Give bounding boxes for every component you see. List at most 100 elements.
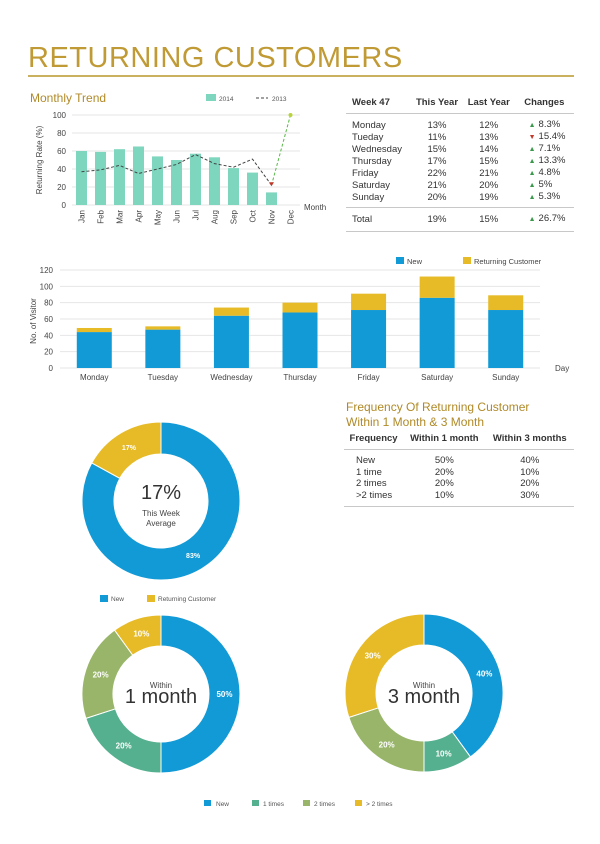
bar-new bbox=[351, 310, 387, 368]
x-tick-label: Sunday bbox=[492, 373, 519, 382]
row-change: ▲ 8.3% bbox=[515, 114, 574, 132]
row-day: Thursday bbox=[352, 155, 392, 167]
slice-label: 20% bbox=[379, 740, 395, 749]
visitor-chart-bars bbox=[76, 276, 524, 368]
legend-2014-swatch bbox=[206, 94, 216, 101]
x-tick-label: Mar bbox=[116, 210, 125, 224]
legend-1-times-swatch bbox=[252, 800, 259, 806]
arrow-down-icon: ▼ bbox=[528, 134, 536, 141]
row-change-value: 8.3% bbox=[538, 119, 561, 130]
arrow-up-icon: ▲ bbox=[528, 182, 536, 189]
x-tick-label: Tuesday bbox=[148, 373, 178, 382]
slice-label: 17% bbox=[122, 445, 137, 452]
weekly-returning-donut: 83% 17% 17% This Week Average New Returni… bbox=[81, 421, 241, 603]
bar-new bbox=[76, 332, 112, 368]
table-row: Sunday 20% 19% ▲ 5.3% bbox=[346, 191, 574, 208]
slice-label: 40% bbox=[476, 669, 492, 678]
visitor-chart-y-label: No. of Visitor bbox=[29, 298, 38, 344]
line-2013-end-point bbox=[288, 113, 293, 117]
x-tick-label: Nov bbox=[268, 210, 277, 224]
row-day: Monday bbox=[352, 119, 386, 131]
bar-new bbox=[282, 312, 318, 368]
row-change: ▼ 15.4% bbox=[515, 131, 574, 143]
bar-2014 bbox=[171, 160, 182, 205]
visitor-stacked-chart: 0 20 40 60 80 100 120 Monday Tuesday Wednesday Th… bbox=[29, 257, 569, 382]
three-month-center-small: Within bbox=[413, 681, 435, 690]
title-divider bbox=[28, 75, 574, 77]
row-frequency: >2 times bbox=[344, 489, 404, 507]
table-row: Monday 13% 12% ▲ 8.3% bbox=[346, 114, 574, 132]
y-tick-label: 0 bbox=[62, 201, 67, 210]
row-within-1-month: 20% bbox=[434, 478, 454, 489]
row-this-year: 13% bbox=[427, 119, 447, 131]
y-tick-label: 40 bbox=[57, 165, 66, 174]
table-header-row: Week 47 This Year Last Year Changes bbox=[346, 94, 574, 114]
three-month-donut-slices: 40% 10% 20% 30% bbox=[344, 613, 504, 773]
col-header-last-year: Last Year bbox=[462, 94, 515, 114]
y-tick-label: 80 bbox=[44, 299, 53, 308]
table-row: >2 times 10% 30% bbox=[344, 489, 574, 507]
legend-returning-label: Returning Customer bbox=[158, 596, 217, 603]
bar-2014 bbox=[228, 168, 239, 205]
donut-slice bbox=[344, 613, 425, 719]
col-header-changes: Changes bbox=[514, 94, 574, 114]
table-row: New 50% 40% bbox=[344, 450, 574, 467]
slice-label: 20% bbox=[93, 670, 109, 679]
arrow-up-icon: ▲ bbox=[528, 194, 536, 201]
bar-new bbox=[213, 315, 249, 368]
within-1-month-donut: 50% 20% 20% 10% Within 1 month bbox=[81, 614, 241, 774]
row-this-year: 11% bbox=[427, 131, 447, 143]
monthly-trend-x-label: Month bbox=[304, 203, 326, 212]
row-change-value: 5% bbox=[538, 179, 553, 190]
x-tick-label: Thursday bbox=[283, 373, 316, 382]
visitor-chart-y-ticks: 0 20 40 60 80 100 120 bbox=[40, 266, 54, 373]
row-last-year: 15% bbox=[479, 155, 499, 167]
bar-2014 bbox=[190, 153, 201, 205]
row-day: Saturday bbox=[352, 179, 391, 191]
arrow-up-icon: ▲ bbox=[528, 122, 536, 129]
bar-2014 bbox=[209, 157, 220, 205]
legend-new-label: New bbox=[216, 801, 229, 808]
row-last-year: 21% bbox=[479, 167, 499, 179]
frequency-section-title: Frequency Of Returning Customer Within 1… bbox=[346, 400, 529, 430]
bar-returning bbox=[488, 295, 524, 311]
table-row: Wednesday 15% 14% ▲ 7.1% bbox=[346, 143, 574, 155]
y-tick-label: 100 bbox=[53, 111, 67, 120]
frequency-table: Frequency Within 1 month Within 3 months… bbox=[344, 430, 574, 507]
three-month-center-large: 3 month bbox=[388, 686, 460, 708]
frequency-title-line1: Frequency Of Returning Customer bbox=[346, 400, 530, 414]
x-tick-label: Wednesday bbox=[210, 373, 252, 382]
table-header-row: Frequency Within 1 month Within 3 months bbox=[344, 430, 574, 450]
bar-returning bbox=[213, 307, 249, 316]
row-change-value: 15.4% bbox=[538, 131, 566, 142]
bar-new bbox=[419, 297, 455, 368]
one-month-center-large: 1 month bbox=[125, 686, 197, 708]
total-change: ▲ 26.7% bbox=[514, 207, 574, 232]
weekly-donut-center-value: 17% bbox=[141, 482, 181, 504]
row-change-value: 13.3% bbox=[538, 155, 566, 166]
line-2013-segment bbox=[81, 154, 272, 186]
within-3-month-donut: 40% 10% 20% 30% Within 3 month bbox=[344, 613, 504, 773]
monthly-trend-y-ticks: 0 20 40 60 80 100 bbox=[53, 111, 67, 210]
x-tick-label: Friday bbox=[357, 373, 379, 382]
x-tick-label: Jun bbox=[173, 210, 182, 223]
x-tick-label: Aug bbox=[211, 210, 220, 224]
legend-new-swatch bbox=[396, 257, 404, 264]
legend-new-label: New bbox=[407, 257, 423, 266]
bar-2014 bbox=[114, 149, 125, 205]
arrow-up-icon: ▲ bbox=[528, 170, 536, 177]
y-tick-label: 60 bbox=[44, 315, 53, 324]
legend-returning-swatch bbox=[463, 257, 471, 264]
donut-slice bbox=[423, 613, 504, 758]
monthly-trend-title: Monthly Trend bbox=[30, 91, 106, 105]
y-tick-label: 80 bbox=[57, 129, 66, 138]
arrow-up-icon: ▲ bbox=[528, 146, 536, 153]
table-row: Saturday 21% 20% ▲ 5% bbox=[346, 179, 574, 191]
row-within-3-months: 40% bbox=[520, 455, 540, 466]
monthly-trend-line-2013 bbox=[81, 113, 293, 187]
slice-label: 83% bbox=[186, 553, 201, 560]
row-change-value: 5.3% bbox=[538, 191, 561, 202]
row-within-1-month: 20% bbox=[434, 466, 454, 478]
monthly-trend-bars bbox=[76, 146, 277, 205]
legend-2-times-swatch bbox=[303, 800, 310, 806]
